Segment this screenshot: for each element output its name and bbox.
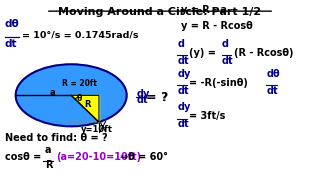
Text: d: d bbox=[178, 39, 184, 50]
Text: R: R bbox=[84, 100, 91, 109]
Text: dy: dy bbox=[178, 69, 191, 79]
Text: dt: dt bbox=[266, 86, 278, 96]
Text: a: a bbox=[45, 145, 51, 155]
Text: dy: dy bbox=[136, 89, 149, 99]
Text: y = R - a: y = R - a bbox=[180, 5, 227, 15]
Text: a: a bbox=[49, 88, 55, 97]
Polygon shape bbox=[71, 95, 99, 122]
Text: = -R(-sinθ): = -R(-sinθ) bbox=[189, 78, 248, 88]
Text: cosθ =: cosθ = bbox=[4, 152, 41, 162]
Text: y=10ft: y=10ft bbox=[81, 125, 113, 134]
Text: = 3ft/s: = 3ft/s bbox=[189, 111, 226, 122]
Text: y = R - Rcosθ: y = R - Rcosθ bbox=[180, 21, 252, 31]
Text: θ: θ bbox=[76, 94, 82, 103]
Text: (R - Rcosθ): (R - Rcosθ) bbox=[234, 48, 293, 58]
Text: dθ: dθ bbox=[266, 69, 280, 79]
Text: R = 20ft: R = 20ft bbox=[62, 79, 97, 88]
Text: dt: dt bbox=[178, 119, 189, 129]
Circle shape bbox=[16, 64, 127, 126]
Text: = ?: = ? bbox=[146, 91, 168, 104]
Text: (a=20-10=10ft): (a=20-10=10ft) bbox=[56, 152, 141, 162]
Text: dθ: dθ bbox=[4, 19, 19, 29]
Text: dt: dt bbox=[178, 56, 189, 66]
Text: ⇒θ = 60°: ⇒θ = 60° bbox=[120, 152, 168, 162]
Text: R: R bbox=[45, 160, 52, 170]
Text: = 10°/s = 0.1745rad/s: = 10°/s = 0.1745rad/s bbox=[22, 31, 139, 40]
Text: dt: dt bbox=[178, 86, 189, 96]
Text: Moving Around a Circle: Part 1/2: Moving Around a Circle: Part 1/2 bbox=[59, 7, 261, 17]
Text: dt: dt bbox=[222, 56, 234, 66]
Text: d: d bbox=[222, 39, 229, 50]
Text: dt: dt bbox=[136, 95, 148, 105]
Text: dy: dy bbox=[178, 102, 191, 112]
Text: (y) =: (y) = bbox=[189, 48, 216, 58]
Text: Need to find: θ = ?: Need to find: θ = ? bbox=[4, 133, 107, 143]
Text: dt: dt bbox=[4, 39, 17, 49]
